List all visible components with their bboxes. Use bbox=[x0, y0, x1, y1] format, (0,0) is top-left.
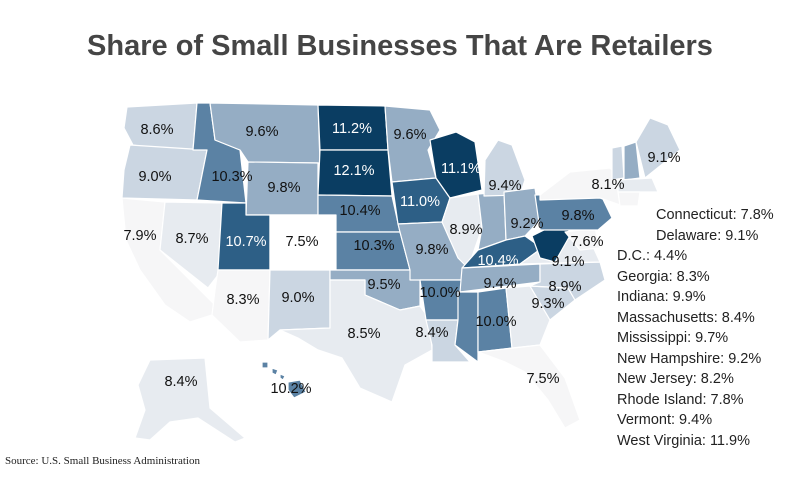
list-item: Delaware: 9.1% bbox=[656, 227, 759, 244]
state-value-pa: 9.8% bbox=[561, 208, 594, 224]
state-hi[interactable] bbox=[261, 361, 307, 399]
state-value-ks: 10.3% bbox=[353, 238, 394, 254]
state-value-mo: 9.8% bbox=[415, 242, 448, 258]
state-value-sc: 9.3% bbox=[531, 296, 564, 312]
list-item: West Virginia: 11.9% bbox=[617, 432, 750, 449]
state-value-wi: 11.1% bbox=[441, 161, 481, 177]
list-item: Indiana: 9.9% bbox=[617, 289, 706, 305]
state-wi[interactable] bbox=[429, 131, 483, 199]
state-ct[interactable] bbox=[617, 191, 641, 207]
state-value-tx: 8.5% bbox=[347, 326, 380, 342]
state-value-id: 10.3% bbox=[211, 169, 252, 185]
source-note: Source: U.S. Small Business Administrati… bbox=[5, 455, 200, 467]
state-fl[interactable] bbox=[477, 344, 581, 429]
state-value-ny: 8.1% bbox=[591, 177, 624, 193]
list-item: Connecticut: 7.8% bbox=[656, 207, 774, 223]
state-value-nd: 11.2% bbox=[332, 121, 372, 137]
state-value-tn: 9.4% bbox=[483, 276, 516, 292]
state-value-fl: 7.5% bbox=[526, 371, 559, 387]
state-nv[interactable] bbox=[159, 201, 223, 289]
state-value-nc: 8.9% bbox=[548, 279, 581, 295]
list-item: Georgia: 8.3% bbox=[617, 268, 710, 285]
list-item: Vermont: 9.4% bbox=[617, 412, 713, 428]
list-item: Massachusetts: 8.4% bbox=[617, 309, 755, 326]
state-value-ca: 7.9% bbox=[123, 228, 156, 244]
list-item: D.C.: 4.4% bbox=[617, 248, 688, 264]
state-value-nm: 9.0% bbox=[281, 290, 314, 306]
state-mn[interactable] bbox=[384, 105, 441, 183]
map-title: Share of Small Businesses That Are Retai… bbox=[87, 30, 713, 62]
state-value-mn: 9.6% bbox=[393, 127, 426, 143]
state-nh[interactable] bbox=[623, 141, 641, 181]
state-value-ut: 10.7% bbox=[225, 234, 266, 250]
state-value-ar: 10.0% bbox=[419, 285, 460, 301]
state-value-sd: 12.1% bbox=[333, 163, 374, 179]
state-value-il: 8.9% bbox=[449, 222, 482, 238]
state-tx[interactable] bbox=[279, 279, 433, 403]
state-value-ky: 10.4% bbox=[477, 253, 518, 269]
state-ak[interactable] bbox=[134, 357, 246, 443]
state-value-la: 8.4% bbox=[415, 325, 448, 341]
state-value-wa: 8.6% bbox=[140, 122, 173, 138]
state-me[interactable] bbox=[635, 117, 681, 179]
list-item: Rhode Island: 7.8% bbox=[617, 391, 744, 408]
state-value-az: 8.3% bbox=[226, 292, 259, 308]
state-value-mi: 9.4% bbox=[488, 178, 521, 194]
state-value-ok: 9.5% bbox=[367, 277, 400, 293]
state-value-or: 9.0% bbox=[138, 169, 171, 185]
state-value-wy: 9.8% bbox=[267, 180, 300, 196]
state-value-ak: 8.4% bbox=[164, 374, 197, 390]
state-oh[interactable] bbox=[503, 187, 541, 241]
state-value-co: 7.5% bbox=[285, 234, 318, 250]
state-value-mt: 9.6% bbox=[245, 124, 278, 140]
state-vt[interactable] bbox=[611, 145, 625, 181]
state-value-md: 7.6% bbox=[570, 234, 603, 250]
list-item: Mississippi: 9.7% bbox=[617, 330, 729, 346]
state-nc[interactable] bbox=[529, 261, 606, 301]
other-states-list: Connecticut: 7.8% Delaware: 9.1% D.C.: 4.4… bbox=[617, 205, 774, 451]
state-value-oh: 9.2% bbox=[510, 216, 543, 232]
state-ma[interactable] bbox=[617, 177, 659, 193]
list-item: New Jersey: 8.2% bbox=[617, 371, 734, 387]
list-item: New Hampshire: 9.2% bbox=[617, 350, 762, 367]
state-value-al: 10.0% bbox=[475, 314, 516, 330]
state-ms[interactable] bbox=[454, 291, 479, 363]
state-value-ne: 10.4% bbox=[339, 203, 380, 219]
state-value-me: 9.1% bbox=[647, 150, 680, 166]
state-value-ia: 11.0% bbox=[400, 194, 440, 210]
state-value-va: 9.1% bbox=[551, 254, 584, 270]
state-value-nv: 8.7% bbox=[175, 231, 208, 247]
state-value-hi: 10.2% bbox=[270, 381, 311, 397]
